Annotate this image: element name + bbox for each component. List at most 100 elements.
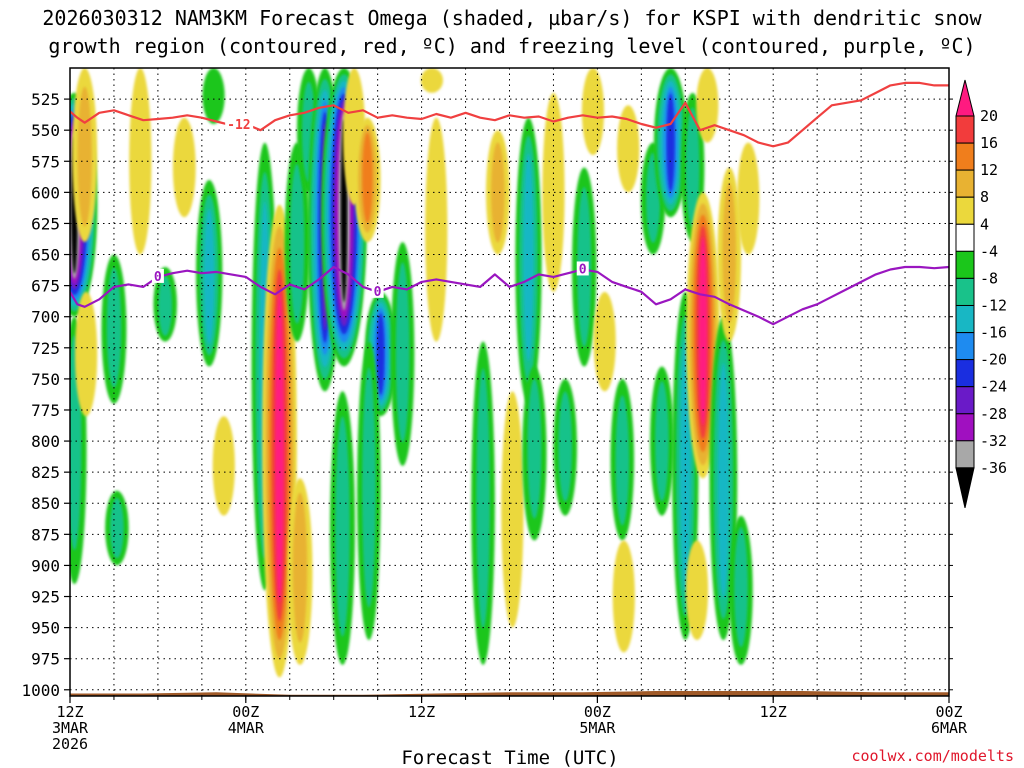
omega-feature [75,291,98,417]
x-tick-label: 2026 [52,735,88,753]
contour-label: 0 [579,262,587,277]
y-tick-label: 625 [31,214,60,233]
y-tick-label: 525 [31,90,60,109]
omega-band [722,182,736,323]
y-tick-label: 650 [31,246,60,265]
colorbar: 20 16 12 8 4 -4 -8 -12 -16 -20 -24 -28 -32 -36 [955,79,1007,509]
omega-band [204,208,215,345]
contour-label: -12 [227,118,250,133]
omega-band [581,68,605,155]
omega-feature [612,540,635,653]
omega-band [696,68,719,143]
omega-band [617,105,640,193]
y-tick-label: 725 [31,339,60,358]
omega-band [737,142,760,255]
x-tick-label: 12Z [408,703,435,721]
omega-feature [101,254,127,404]
omega-band [698,236,708,426]
omega-band [680,339,691,593]
omega-band [666,93,675,192]
colorbar-label: -20 [980,351,1007,369]
omega-feature [696,68,719,143]
y-tick-label: 825 [31,463,60,482]
x-tick-label: 6MAR [931,719,968,737]
omega-band [75,291,98,417]
colorbar-label: -16 [980,324,1007,342]
colorbar-label: 8 [980,188,989,206]
omega-band [542,92,565,292]
contour-label-bg [225,117,254,132]
omega-band [172,117,196,218]
colorbar-label: -12 [980,297,1007,315]
colorbar-segment [955,142,975,171]
y-tick-label: 975 [31,650,60,669]
omega-feature [129,68,152,255]
colorbar-segment [955,359,975,388]
temperature-contours: -12 0 0 0 [70,81,949,326]
omega-band [335,416,350,637]
x-tick-label: 00Z [935,703,962,721]
omega-feature [542,92,565,292]
omega-band [685,540,709,640]
omega-band [420,68,443,93]
omega-feature [420,68,443,93]
colorbar-label: 16 [980,134,998,152]
omega-feature [610,378,635,541]
gridlines [70,68,949,696]
x-tick-label: 00Z [584,703,611,721]
x-axis-label: Forecast Time (UTC) [401,747,618,768]
omega-band [527,378,542,519]
colorbar-label: 4 [980,215,989,233]
colorbar-label: -4 [980,242,998,260]
colorbar-segment [955,115,975,144]
omega-band [425,117,448,342]
y-tick-label: 575 [31,152,60,171]
colorbar-label: -24 [980,378,1007,396]
colorbar-segment [955,305,975,334]
colorbar-segment [955,386,975,415]
y-tick-label: 700 [31,308,60,327]
omega-feature [522,366,547,541]
chart-title-line1: 2026030312 NAM3KM Forecast Omega (shaded… [42,6,982,30]
omega-band [615,395,629,526]
omega-feature [581,68,605,155]
freezing-level-contour [70,265,949,326]
colorbar-segment [955,440,975,469]
omega-band [376,312,385,396]
omega-feature [650,366,674,516]
x-tick-label: 12Z [760,703,787,721]
omega-band [501,391,524,628]
y-tick-label: 875 [31,525,60,544]
omega-feature [729,515,753,665]
omega-band [158,275,172,336]
y-tick-label: 800 [31,432,60,451]
y-axis: 525 550 575 600 625 650 675 700 725 750 775 800 825 8… [21,90,953,700]
omega-band [523,153,534,362]
omega-band [655,381,669,502]
colorbar-top-arrow [955,79,975,117]
contour-label-bg [576,261,589,276]
colorbar-segment [955,196,975,225]
terrain-fill [70,691,949,696]
omega-band [77,86,92,227]
omega-feature [486,130,510,255]
y-tick-label: 750 [31,370,60,389]
y-tick-label: 675 [31,277,60,296]
contour-label: 0 [374,285,382,300]
omega-band [275,290,284,603]
omega-band [362,367,376,608]
omega-feature [202,68,225,124]
y-tick-label: 850 [31,494,60,513]
omega-band [612,540,635,653]
omega-feature [105,490,129,566]
omega-feature [330,391,355,665]
y-tick-label: 775 [31,401,60,420]
colorbar-label: -8 [980,269,998,287]
y-tick-label: 950 [31,619,60,638]
omega-band [290,163,305,324]
y-tick-label: 900 [31,556,60,575]
omega-band [491,142,505,243]
omega-band [685,107,700,228]
omega-feature [287,478,313,665]
x-tick-label: 3MAR [52,719,89,737]
